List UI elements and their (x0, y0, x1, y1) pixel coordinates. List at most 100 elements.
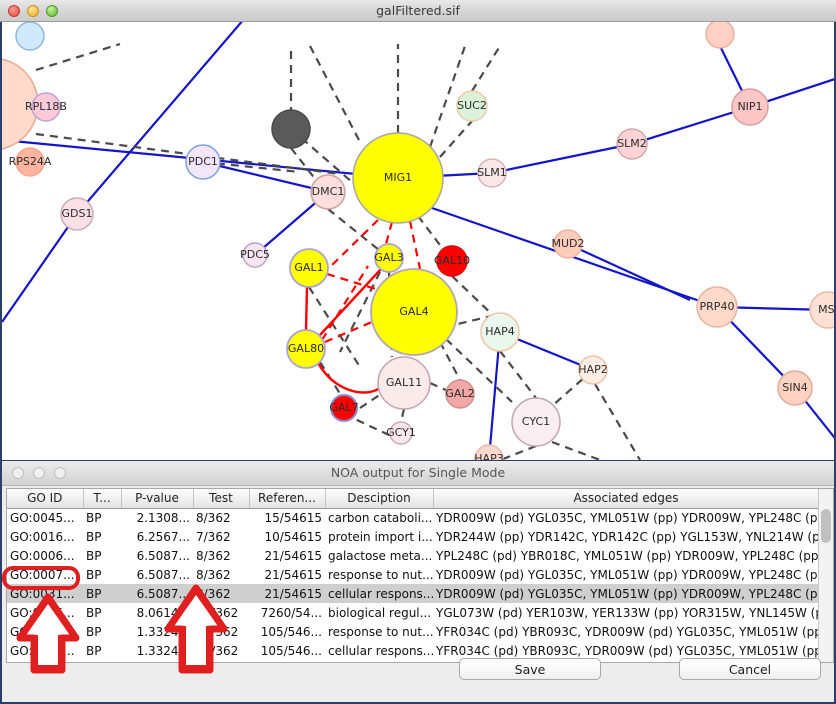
column-header-type[interactable]: T... (83, 489, 122, 509)
cell-edges: YDR009W (pd) YGL035C, YML051W (pp) YDR00… (436, 567, 819, 582)
cell-go-id: GO:0045... (10, 510, 75, 525)
cell-p-value: 6.5087... (136, 548, 190, 563)
minimize-button[interactable] (27, 5, 39, 17)
graph-node-gds1[interactable] (60, 197, 94, 231)
close-button-disabled[interactable] (12, 467, 24, 479)
graph-node-suc2[interactable] (456, 90, 488, 122)
graph-node-pdc5[interactable] (242, 242, 268, 268)
edge-red-dashed (326, 272, 377, 291)
node-label: RPS24A (9, 155, 52, 168)
cell-type: BP (83, 584, 121, 603)
window-title: galFiltered.sif (376, 3, 460, 18)
edge-dashed (445, 338, 513, 403)
graph-node-gal7[interactable] (330, 394, 358, 422)
table-row[interactable]: GO:0006... BP 6.5087... 8/362 21/54615 g… (7, 546, 819, 565)
cell-type: BP (86, 605, 102, 620)
cell-p-value: 8.0614... (136, 605, 190, 620)
table-row[interactable]: GO:0031... BP 1.3324... 11/362 105/546..… (7, 622, 819, 641)
save-button[interactable]: Save (459, 658, 601, 680)
window-titlebar: galFiltered.sif (0, 0, 836, 22)
graph-node-msi[interactable] (809, 291, 836, 329)
graph-node-gal11[interactable] (377, 356, 431, 410)
graph-node-gal4[interactable] (370, 268, 458, 356)
node-label: MIG1 (384, 171, 412, 184)
graph-node-sin4[interactable] (777, 370, 813, 406)
graph-node-cyc1[interactable] (511, 397, 561, 447)
cell-reference: 10/54615 (264, 529, 323, 544)
column-header-test[interactable]: Test (193, 489, 250, 509)
graph-node-pdc1[interactable] (185, 144, 221, 180)
minimize-button-disabled[interactable] (33, 467, 45, 479)
graph-node-hap2[interactable] (578, 355, 608, 385)
edge-dashed (290, 147, 331, 199)
edge-blue (567, 243, 691, 301)
edge-dashed (308, 286, 361, 368)
node-label: GAL2 (445, 387, 474, 400)
close-button[interactable] (8, 5, 20, 17)
scrollbar-thumb[interactable] (821, 509, 831, 543)
node-label: HAP2 (578, 363, 607, 376)
column-header-description[interactable]: Desciption (325, 489, 434, 509)
column-header-associated-edges[interactable]: Associated edges (433, 489, 820, 509)
edge-dashed (429, 381, 447, 392)
graph-node-gal1[interactable] (289, 248, 329, 288)
graph-node-rps24a[interactable] (15, 147, 45, 177)
table-row[interactable]: GO:0065... BP 8.0614... 94/362 7260/54..… (7, 603, 819, 622)
table-vertical-scrollbar[interactable] (818, 489, 833, 662)
node-label: PDC1 (188, 155, 218, 168)
graph-nodes[interactable]: RPL18B RPS24A GDS1 PDC1 PDC5 DMC1 MIG1 S… (0, 22, 836, 460)
network-canvas[interactable]: RPL18B RPS24A GDS1 PDC1 PDC5 DMC1 MIG1 S… (0, 22, 836, 460)
graph-node-hap4[interactable] (480, 312, 520, 352)
cell-p-value: 1.3324... (136, 643, 190, 658)
graph-node-gcy1[interactable] (389, 421, 413, 445)
zoom-button-disabled[interactable] (54, 467, 66, 479)
graph-node-gal3[interactable] (374, 243, 404, 273)
cell-test: 11/362 (196, 643, 239, 658)
column-header-reference[interactable]: Referen... (249, 489, 326, 509)
graph-node-nip1[interactable] (731, 88, 769, 126)
graph-node-slm1[interactable] (477, 158, 507, 188)
cell-type: BP (86, 567, 102, 582)
graph-node-slm2[interactable] (616, 128, 648, 160)
cell-description: biological regul... (328, 605, 432, 620)
cell-edges: YFR034C (pd) YBR093C, YDR009W (pd) YGL03… (436, 624, 819, 639)
graph-node-unlabeled-dark[interactable] (271, 109, 311, 149)
edge-dashed (35, 42, 121, 72)
cancel-button[interactable]: Cancel (679, 658, 821, 680)
graph-node-gal10[interactable] (436, 245, 468, 277)
cell-reference: 105/546... (260, 643, 322, 658)
table-row[interactable]: GO:0016... BP 6.2567... 7/362 10/54615 p… (7, 527, 819, 546)
table-row-selected[interactable]: GO:0031... BP 6.5087... 8/362 21/54615 c… (7, 584, 819, 603)
node-label: GAL80 (288, 342, 324, 355)
graph-node-mig1[interactable] (352, 132, 444, 224)
cell-test: 8/362 (193, 584, 249, 603)
node-label: SIN4 (782, 381, 807, 394)
graph-node-hap3[interactable] (474, 444, 504, 460)
table-row[interactable]: GO:0045... BP 2.1308... 8/362 15/54615 c… (7, 508, 819, 527)
column-header-p-value[interactable]: P-value (121, 489, 194, 509)
network-graph[interactable]: RPL18B RPS24A GDS1 PDC1 PDC5 DMC1 MIG1 S… (0, 22, 836, 460)
graph-node[interactable] (15, 22, 45, 51)
cell-test: 8/362 (196, 548, 231, 563)
cell-description: response to nut... (328, 624, 433, 639)
column-header-go-id[interactable]: GO ID (7, 489, 84, 509)
graph-node-rpl18b[interactable] (31, 92, 61, 122)
edge-blue (76, 22, 243, 215)
edge-dashed (502, 444, 537, 460)
results-table-container[interactable]: GO ID T... P-value Test Referen... Desci… (6, 488, 834, 663)
graph-node-prp40[interactable] (696, 286, 738, 328)
edge-red-dashed (329, 219, 379, 268)
edge-dashed (309, 45, 361, 143)
graph-node[interactable] (705, 22, 735, 49)
graph-node-dmc1[interactable] (310, 174, 346, 210)
cell-reference: 7260/54... (260, 605, 322, 620)
graph-node-mud2[interactable] (553, 229, 583, 259)
node-label: GAL7 (329, 401, 358, 414)
cell-description: response to nut... (328, 567, 433, 582)
cell-description: carbon cataboli... (328, 510, 433, 525)
table-row[interactable]: GO:0007... BP 6.5087... 8/362 21/54615 r… (7, 565, 819, 584)
graph-node-gal2[interactable] (445, 379, 475, 409)
graph-node-gal80[interactable] (286, 329, 326, 369)
zoom-button[interactable] (46, 5, 58, 17)
node-label: MSI (818, 303, 836, 316)
